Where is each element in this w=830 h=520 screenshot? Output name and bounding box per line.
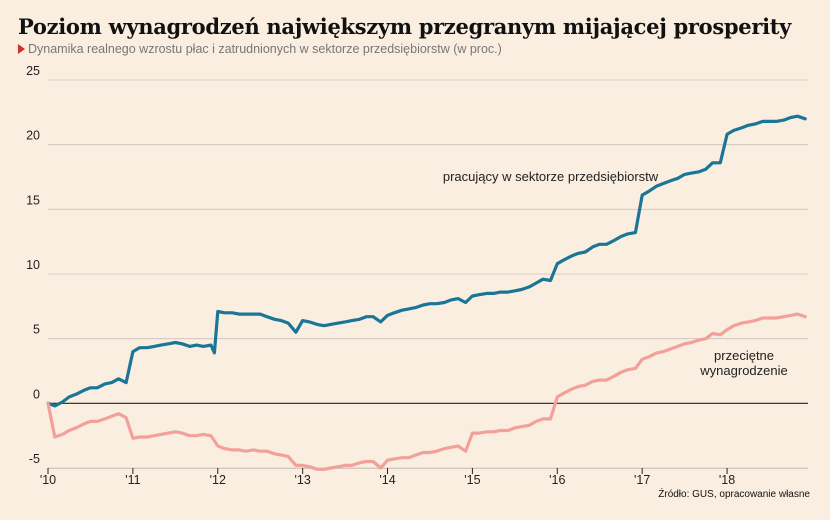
x-tick-label: '15 bbox=[464, 473, 480, 487]
y-tick-label: 25 bbox=[26, 64, 40, 78]
subtitle-text: Dynamika realnego wzrostu płac i zatrudn… bbox=[28, 42, 502, 56]
employment-line bbox=[46, 114, 807, 408]
chart-subtitle: Dynamika realnego wzrostu płac i zatrudn… bbox=[18, 42, 502, 56]
y-tick-label: 10 bbox=[26, 258, 40, 272]
x-tick-label: '17 bbox=[634, 473, 650, 487]
wage-series-label: przeciętne bbox=[714, 348, 774, 363]
subtitle-marker-icon bbox=[18, 44, 25, 54]
x-tick-label: '10 bbox=[40, 473, 56, 487]
y-tick-label: 5 bbox=[33, 323, 40, 337]
x-tick-label: '13 bbox=[294, 473, 310, 487]
source-note: Źródło: GUS, opracowanie własne bbox=[658, 489, 810, 500]
employment-series-label: pracujący w sektorze przedsiębiorstw bbox=[443, 169, 659, 184]
x-tick-label: '11 bbox=[125, 473, 140, 487]
x-tick-label: '14 bbox=[379, 473, 395, 487]
y-tick-label: 15 bbox=[26, 193, 40, 207]
y-tick-label: -5 bbox=[29, 452, 40, 466]
x-tick-label: '12 bbox=[210, 473, 226, 487]
y-tick-label: 0 bbox=[33, 387, 40, 401]
y-tick-label: 20 bbox=[26, 129, 40, 143]
chart-title: Poziom wynagrodzeń największym przegrany… bbox=[18, 14, 792, 39]
wage-line bbox=[46, 312, 807, 471]
wage-series-label: wynagrodzenie bbox=[699, 363, 787, 378]
x-tick-label: '18 bbox=[719, 473, 735, 487]
x-tick-label: '16 bbox=[549, 473, 565, 487]
